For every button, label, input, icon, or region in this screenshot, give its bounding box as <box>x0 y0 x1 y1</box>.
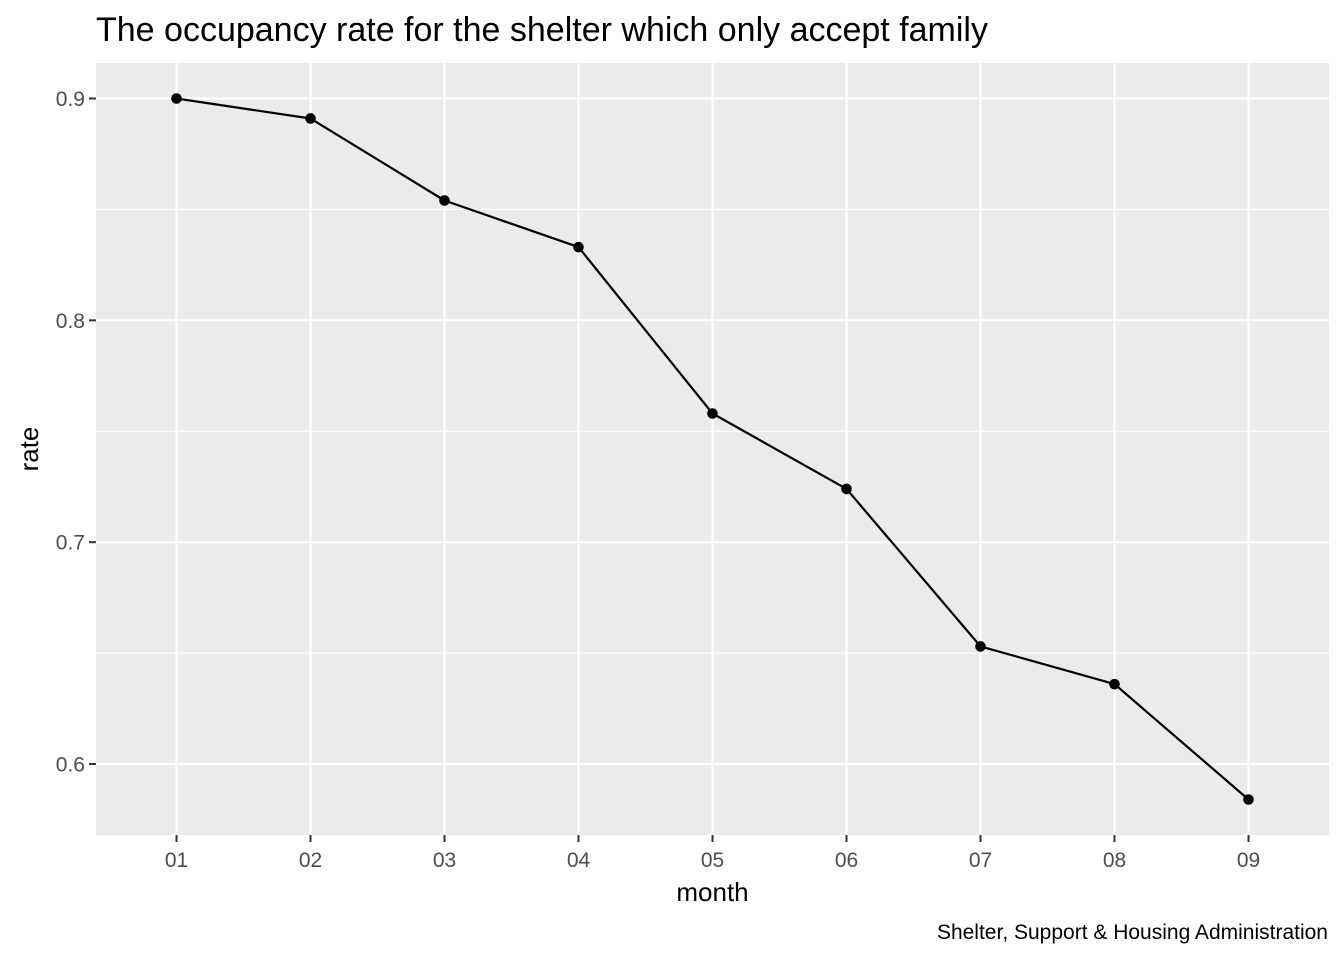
x-tick-label: 06 <box>835 849 858 872</box>
x-tick-label: 04 <box>567 849 591 872</box>
series-layer <box>171 93 1254 805</box>
data-point <box>305 113 316 124</box>
data-point <box>707 408 718 419</box>
x-tick-label: 01 <box>165 849 188 872</box>
x-tick-label: 02 <box>299 849 322 872</box>
chart-caption: Shelter, Support & Housing Administratio… <box>937 921 1328 944</box>
data-point <box>439 195 450 206</box>
y-tick-label: 0.7 <box>56 532 85 555</box>
axes: 0.6 0.7 0.8 0.9 01 02 03 04 05 06 07 08 09 <box>56 88 1260 872</box>
data-point <box>975 641 986 652</box>
y-tick-label: 0.9 <box>56 88 85 111</box>
x-tick-label: 07 <box>969 849 992 872</box>
y-tick-label: 0.6 <box>56 754 85 777</box>
gridlines <box>96 63 1329 835</box>
data-point <box>573 241 584 253</box>
x-axis-title: month <box>676 877 748 907</box>
x-tick-label: 05 <box>701 849 724 872</box>
y-tick-label: 0.8 <box>56 310 85 333</box>
chart-title: The occupancy rate for the shelter which… <box>96 11 988 49</box>
x-tick-label: 09 <box>1237 849 1260 872</box>
y-axis-title: rate <box>14 427 44 472</box>
data-point <box>1243 794 1254 805</box>
data-point <box>841 483 852 495</box>
x-tick-label: 08 <box>1103 849 1126 872</box>
data-point <box>1109 678 1120 690</box>
data-point <box>171 93 182 104</box>
x-tick-label: 03 <box>433 849 456 872</box>
